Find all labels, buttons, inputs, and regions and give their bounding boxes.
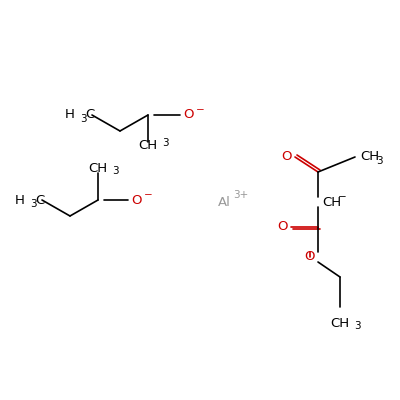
Text: 3: 3 [376, 156, 383, 166]
Text: CH: CH [88, 162, 108, 175]
Text: C: C [35, 194, 44, 206]
Text: H: H [65, 108, 75, 122]
Text: 3: 3 [112, 166, 119, 176]
Text: O: O [282, 150, 292, 164]
Text: −: − [338, 192, 347, 202]
Text: 3: 3 [354, 321, 361, 331]
Text: CH: CH [360, 150, 379, 164]
Text: O: O [183, 108, 194, 122]
Text: −: − [144, 190, 153, 200]
Text: 3: 3 [30, 199, 37, 209]
Text: O: O [304, 250, 315, 264]
Text: −: − [196, 105, 205, 115]
Text: CH: CH [322, 196, 341, 208]
Text: O: O [278, 220, 288, 234]
Text: Al: Al [218, 196, 231, 208]
Text: C: C [85, 108, 94, 122]
Text: 3: 3 [162, 138, 169, 148]
Text: CH: CH [330, 317, 350, 330]
Text: O: O [131, 194, 142, 206]
Text: CH: CH [138, 139, 158, 152]
Text: 3+: 3+ [233, 190, 248, 200]
Text: 3: 3 [80, 114, 87, 124]
Text: H: H [15, 194, 25, 206]
